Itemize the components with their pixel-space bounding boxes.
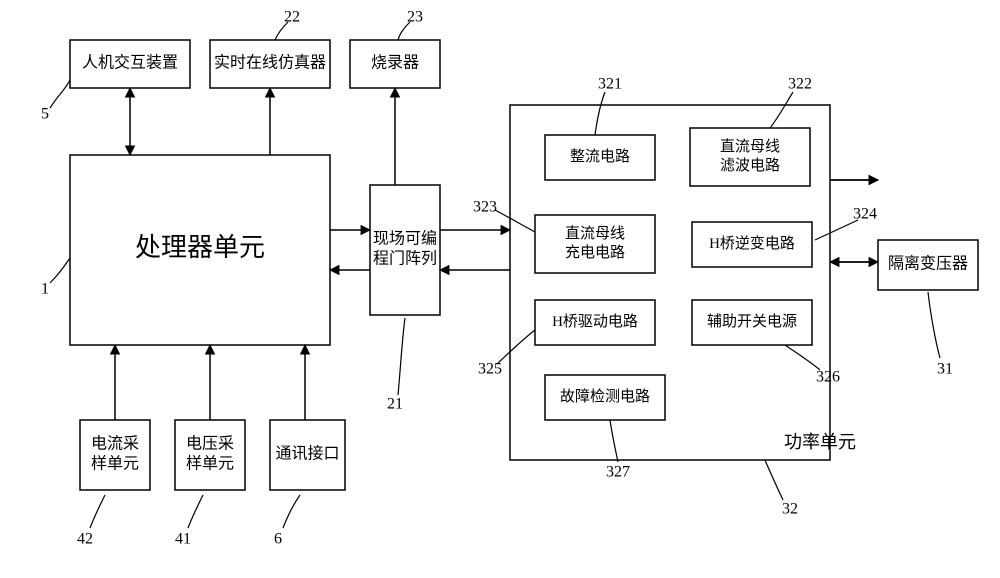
ref-L32: 32 [782,501,798,518]
vsamp-label-0: 电压采 [186,435,234,453]
auxpsu-label-0: 辅助开关电源 [707,313,797,330]
hmi-label-0: 人机交互装置 [82,54,178,72]
ref-L41: 41 [175,531,191,548]
ref-L327: 327 [606,464,630,481]
emulator-label-0: 实时在线仿真器 [214,54,326,72]
ref-L22: 22 [284,9,300,26]
ref-L323: 323 [473,199,497,216]
leader-L1 [50,258,70,283]
ref-L325: 325 [478,361,502,378]
leader-L31 [928,292,940,358]
leader-L32 [765,460,783,500]
ref-L1: 1 [41,281,49,298]
dcchg-label-0: 直流母线 [565,225,625,242]
pu-label: 功率单元 [784,432,856,452]
hdrv-label-0: H桥驱动电路 [552,313,638,330]
isamp-label-1: 样单元 [91,455,139,473]
dcfilt-label-0: 直流母线 [720,138,780,155]
ref-L321: 321 [598,76,622,93]
leader-L21 [398,318,405,395]
ref-L6: 6 [274,531,282,548]
rect-label-0: 整流电路 [570,148,630,165]
ref-L31: 31 [937,361,953,378]
hbridge-label-0: H桥逆变电路 [709,235,795,252]
ref-L322: 322 [788,76,812,93]
ref-L326: 326 [816,369,840,386]
ref-L324: 324 [853,206,877,223]
ref-L42: 42 [77,531,93,548]
fault-label-0: 故障检测电路 [560,387,650,405]
leader-L6 [283,495,300,528]
burner-label-0: 烧录器 [371,54,419,72]
ref-L21: 21 [387,396,403,413]
dcchg-label-1: 充电电路 [565,244,625,261]
fpga-label-1: 程门阵列 [373,250,437,268]
proc-label-0: 处理器单元 [135,233,265,262]
isamp-label-0: 电流采 [91,435,139,453]
ref-L5: 5 [41,106,49,123]
vsamp-label-1: 样单元 [186,455,234,473]
ref-L23: 23 [407,9,423,26]
comm-label-0: 通讯接口 [275,445,339,463]
dcfilt-label-1: 滤波电路 [720,157,780,174]
leader-L5 [50,80,70,108]
isoTx-label-0: 隔离变压器 [888,255,968,273]
fpga-label-0: 现场可编 [373,230,437,248]
leader-L41 [188,495,203,528]
leader-L42 [90,495,105,528]
